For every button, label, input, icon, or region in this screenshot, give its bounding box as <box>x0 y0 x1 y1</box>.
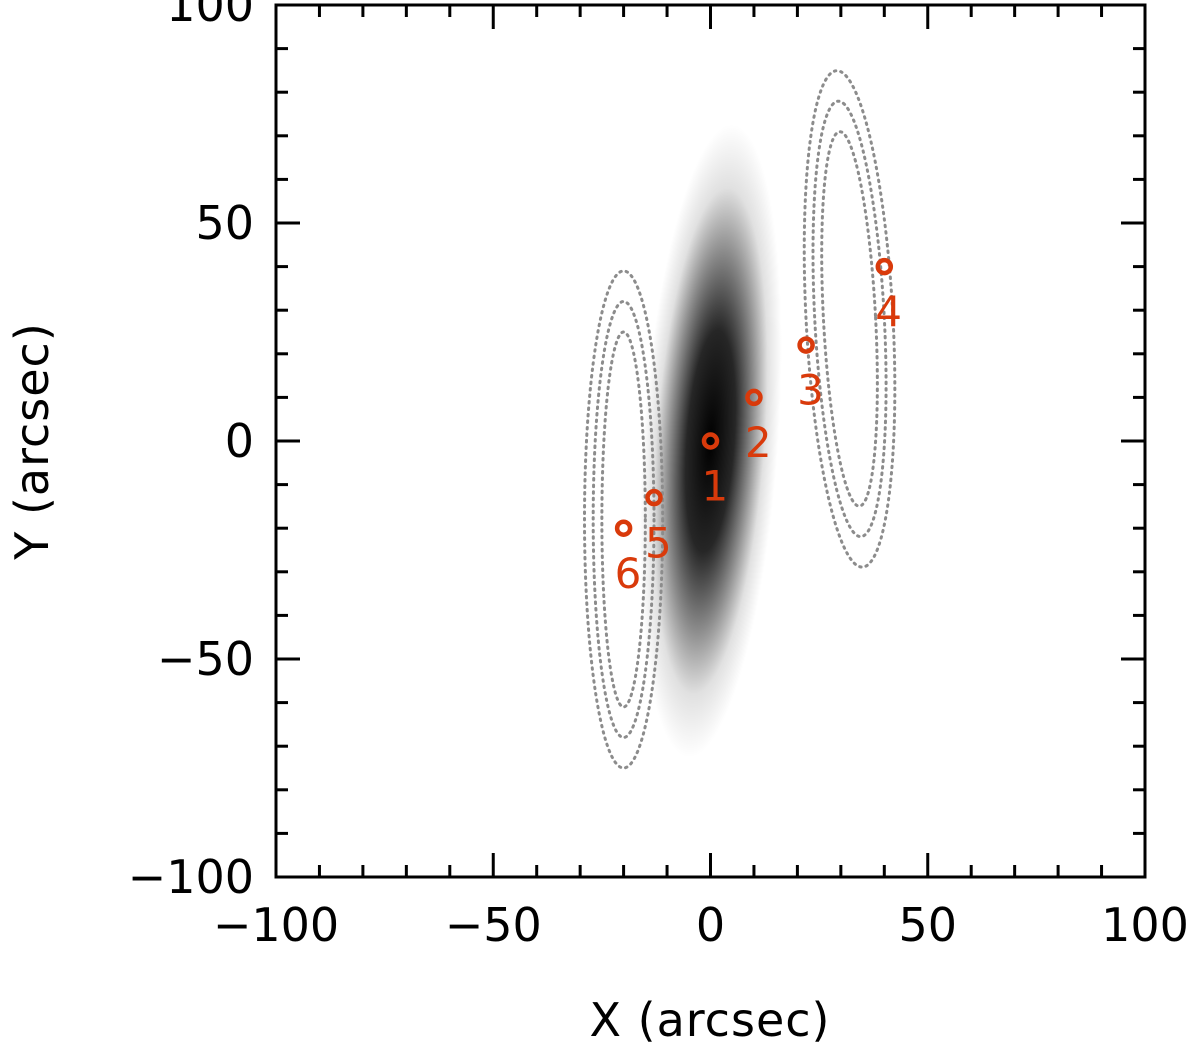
y-tick-label: 0 <box>225 414 254 468</box>
y-tick-label: 100 <box>166 0 254 32</box>
tick-labels: −100 −50 0 50 100 −100 −50 0 50 100 <box>128 0 1189 952</box>
point-3-label: 3 <box>797 366 824 415</box>
point-2-label: 2 <box>745 418 772 467</box>
contour-2-3 <box>820 130 879 508</box>
contour-2-1 <box>802 69 897 569</box>
point-2-marker <box>745 388 763 407</box>
x-tick-label: −100 <box>213 898 339 952</box>
contour-1-2 <box>591 299 656 739</box>
point-3-marker <box>797 336 815 354</box>
contour-lines <box>582 69 897 770</box>
y-tick-label: −100 <box>128 850 254 904</box>
contour-2-2 <box>811 99 888 539</box>
point-1-marker <box>701 432 720 450</box>
point-5-marker <box>645 488 663 507</box>
x-tick-label: 100 <box>1101 898 1189 952</box>
x-tick-label: 50 <box>898 898 957 952</box>
point-6-marker <box>614 519 633 537</box>
point-5-label: 5 <box>645 518 672 567</box>
point-6-label: 6 <box>615 549 642 598</box>
point-4-label: 4 <box>875 287 902 336</box>
plot-area: 123 4 56 <box>582 69 902 770</box>
axis-ticks <box>274 3 1147 879</box>
contour-1-3 <box>600 330 647 709</box>
y-tick-label: 50 <box>195 196 254 250</box>
intensity-blob <box>639 124 782 758</box>
y-axis-title: Y (arcsec) <box>5 322 59 561</box>
data-points: 123 4 56 <box>614 257 902 598</box>
x-tick-label: 0 <box>696 898 725 952</box>
point-4-marker <box>875 257 894 276</box>
point-1-label: 1 <box>701 462 728 511</box>
contour-1-1 <box>582 269 665 770</box>
x-tick-label: −50 <box>445 898 542 952</box>
y-tick-label: −50 <box>157 632 254 686</box>
x-axis-title: X (arcsec) <box>590 993 831 1047</box>
